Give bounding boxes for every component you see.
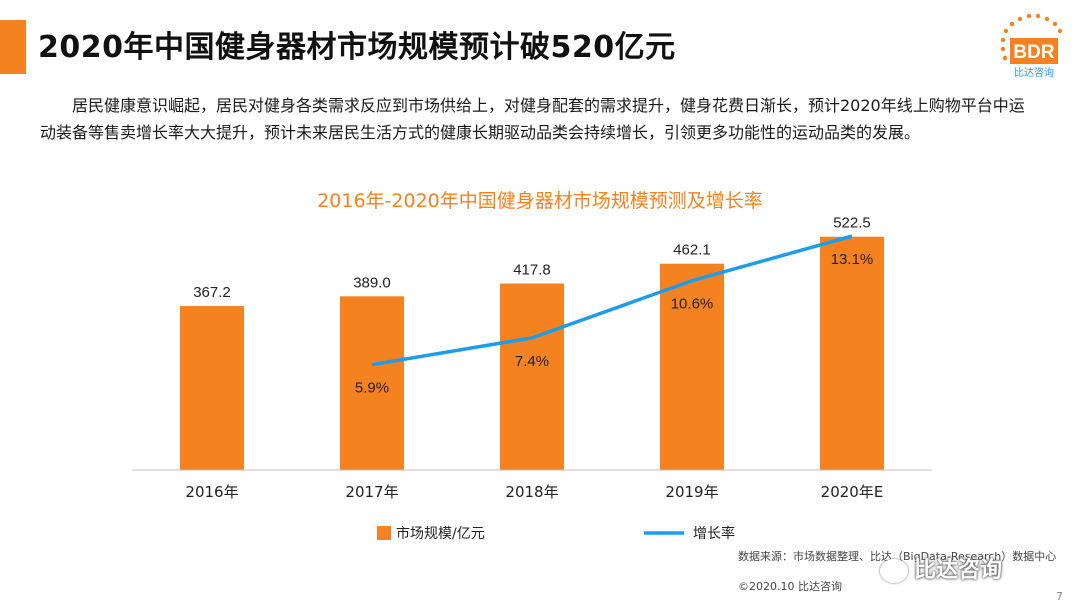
logo-dots	[1000, 13, 1063, 61]
data-source: 数据来源：市场数据整理、比达（BigData-Research）数据中心	[738, 550, 1057, 563]
x-tick-label: 2018年	[505, 483, 558, 501]
growth-line	[371, 234, 853, 367]
bar-value-label: 389.0	[353, 274, 391, 291]
bar-value-label: 462.1	[673, 242, 711, 259]
x-tick-label: 2020年E	[821, 483, 884, 501]
page-number: 7	[1056, 590, 1063, 603]
bar-value-label: 522.5	[833, 215, 871, 232]
copyright: ©2020.10 比达咨询	[738, 580, 842, 593]
logo-subtext: 比达咨询	[1014, 66, 1054, 79]
legend-swatch-bar	[377, 526, 391, 540]
bar	[180, 306, 244, 470]
bar	[820, 236, 884, 470]
growth-rate-label: 10.6%	[671, 296, 714, 313]
title-accent-bar	[0, 20, 26, 74]
legend-label-bar: 市场规模/亿元	[396, 525, 485, 542]
growth-rate-label: 7.4%	[515, 353, 549, 370]
bar	[660, 263, 724, 470]
intro-paragraph: 居民健康意识崛起，居民对健身各类需求反应到市场供给上，对健身配套的需求提升，健身…	[40, 96, 1025, 142]
growth-rate-label: 5.9%	[355, 380, 389, 397]
wechat-icon	[880, 559, 908, 583]
bar-value-label: 367.2	[193, 284, 231, 301]
page-title: 2020年中国健身器材市场规模预计破520亿元	[38, 30, 676, 65]
bar	[500, 283, 564, 470]
bdr-logo: BDR 比达咨询	[1000, 13, 1063, 79]
bar-value-label: 417.8	[513, 261, 551, 278]
growth-rate-label: 13.1%	[831, 251, 874, 268]
watermark: 比达咨询	[880, 552, 1002, 584]
watermark-text: 比达咨询	[914, 558, 1003, 583]
x-tick-label: 2019年	[665, 483, 718, 501]
chart-title: 2016年-2020年中国健身器材市场规模预测及增长率	[317, 190, 763, 212]
x-tick-label: 2017年	[345, 483, 398, 501]
legend-label-line: 增长率	[693, 525, 735, 542]
x-tick-label: 2016年	[185, 483, 238, 501]
bar	[340, 296, 404, 470]
logo-text: BDR	[1013, 42, 1054, 63]
